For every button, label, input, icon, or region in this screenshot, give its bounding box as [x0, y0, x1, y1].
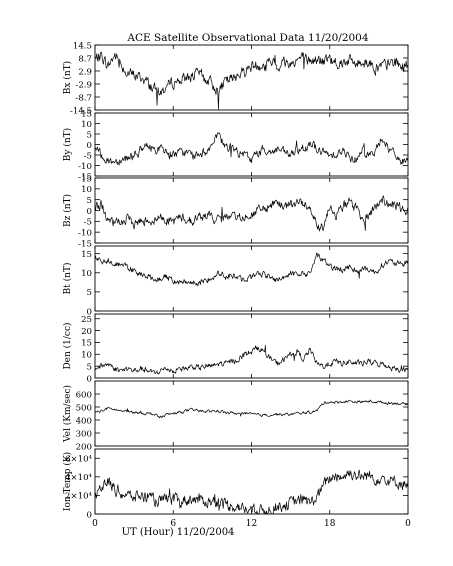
y-tick-label: -5 [84, 151, 92, 161]
y-tick-label: 8.7 [78, 54, 92, 64]
y-tick-label: 500 [76, 403, 92, 413]
series-line-den [94, 345, 409, 375]
y-tick-label: 5 [87, 196, 92, 206]
y-tick-label: -8.7 [75, 93, 92, 103]
y-tick-label: 600 [76, 390, 92, 400]
panel-bt: 15 10 5 0 Bt (nT) [62, 245, 409, 317]
chart-title: ACE Satellite Observational Data 11/20/2… [126, 32, 368, 44]
y-axis-title: Vel (Km/sec) [62, 385, 73, 443]
y-tick-label: -5 [84, 218, 92, 228]
x-tick-label: 12 [246, 519, 257, 529]
y-tick-label: 14.5 [73, 41, 92, 51]
y-tick-label: 5 [87, 288, 92, 298]
y-tick-label: 4×10⁴ [65, 473, 93, 483]
y-tick-label: 10 [81, 269, 92, 279]
y-tick-label: 2×10⁴ [65, 492, 93, 502]
y-tick-label: 10 [81, 351, 92, 361]
y-tick-label: 200 [76, 442, 92, 452]
y-tick-label: 0 [87, 141, 92, 151]
y-tick-label: -2.9 [75, 80, 92, 90]
panel-bx: 14.5 8.7 2.9 -2.9 -8.7 -14.5 Bx (nT) [62, 41, 409, 116]
y-tick-label: 15 [81, 174, 92, 184]
y-tick-label: 0 [87, 374, 92, 384]
y-tick-label: 300 [76, 429, 92, 439]
y-tick-label: 6×10⁴ [65, 455, 93, 465]
y-tick-label: 20 [81, 327, 92, 337]
panel-frame [94, 448, 409, 515]
y-tick-label: 0 [87, 510, 92, 520]
y-tick-label: 2.9 [78, 67, 92, 77]
series-line-bx [94, 51, 409, 110]
y-axis-title: Bx (nT) [62, 61, 73, 94]
panel-temp: 6×10⁴ 4×10⁴ 2×10⁴ 0 Ion Temp (K) [62, 448, 409, 520]
y-tick-label: -10 [78, 228, 92, 238]
y-tick-label: -14.5 [70, 106, 92, 116]
x-tick-label: 0 [405, 519, 411, 529]
y-tick-label: 0 [87, 207, 92, 217]
panels-layer: 14.58.72.9-2.9-8.7-14.5Bx (nT)151050-5-1… [62, 41, 409, 520]
y-tick-label: -15 [78, 239, 92, 249]
y-tick-label: 10 [81, 120, 92, 130]
y-tick-label: 0 [87, 307, 92, 317]
y-tick-label: 5 [87, 362, 92, 372]
y-axis-title: Den (1/cc) [62, 322, 73, 369]
series-line-vel [94, 399, 409, 419]
x-tick-label: 6 [170, 519, 176, 529]
y-tick-label: -10 [78, 162, 92, 172]
panel-frame [94, 177, 409, 244]
x-axis-layer: 0 6 12 18 0 [92, 519, 411, 529]
y-axis-title: Bz (nT) [62, 194, 73, 227]
y-tick-label: 25 [81, 315, 92, 325]
y-axis-title: By (nT) [62, 128, 73, 161]
y-tick-label: -15 [78, 172, 92, 182]
y-tick-label: 15 [81, 109, 92, 119]
x-tick-label: 0 [92, 519, 98, 529]
series-line-temp [94, 469, 409, 515]
y-axis-title: Ion Temp (K) [62, 452, 73, 511]
x-tick-label: 18 [324, 519, 336, 529]
y-tick-label: 400 [76, 416, 92, 426]
series-line-bt [94, 252, 409, 287]
y-axis-title: Bt (nT) [62, 263, 73, 295]
panel-frame [94, 44, 409, 111]
y-tick-label: 5 [87, 130, 92, 140]
panel-frame [94, 112, 409, 177]
series-line-by [94, 132, 409, 166]
series-line-bz [94, 195, 409, 232]
panel-den: 25 20 15 105 0 Den (1/cc) [62, 313, 409, 384]
y-tick-label: 15 [81, 250, 92, 260]
y-tick-label: 15 [81, 339, 92, 349]
y-tick-label: 10 [81, 185, 92, 195]
x-axis-title: UT (Hour) 11/20/2004 [122, 527, 235, 538]
